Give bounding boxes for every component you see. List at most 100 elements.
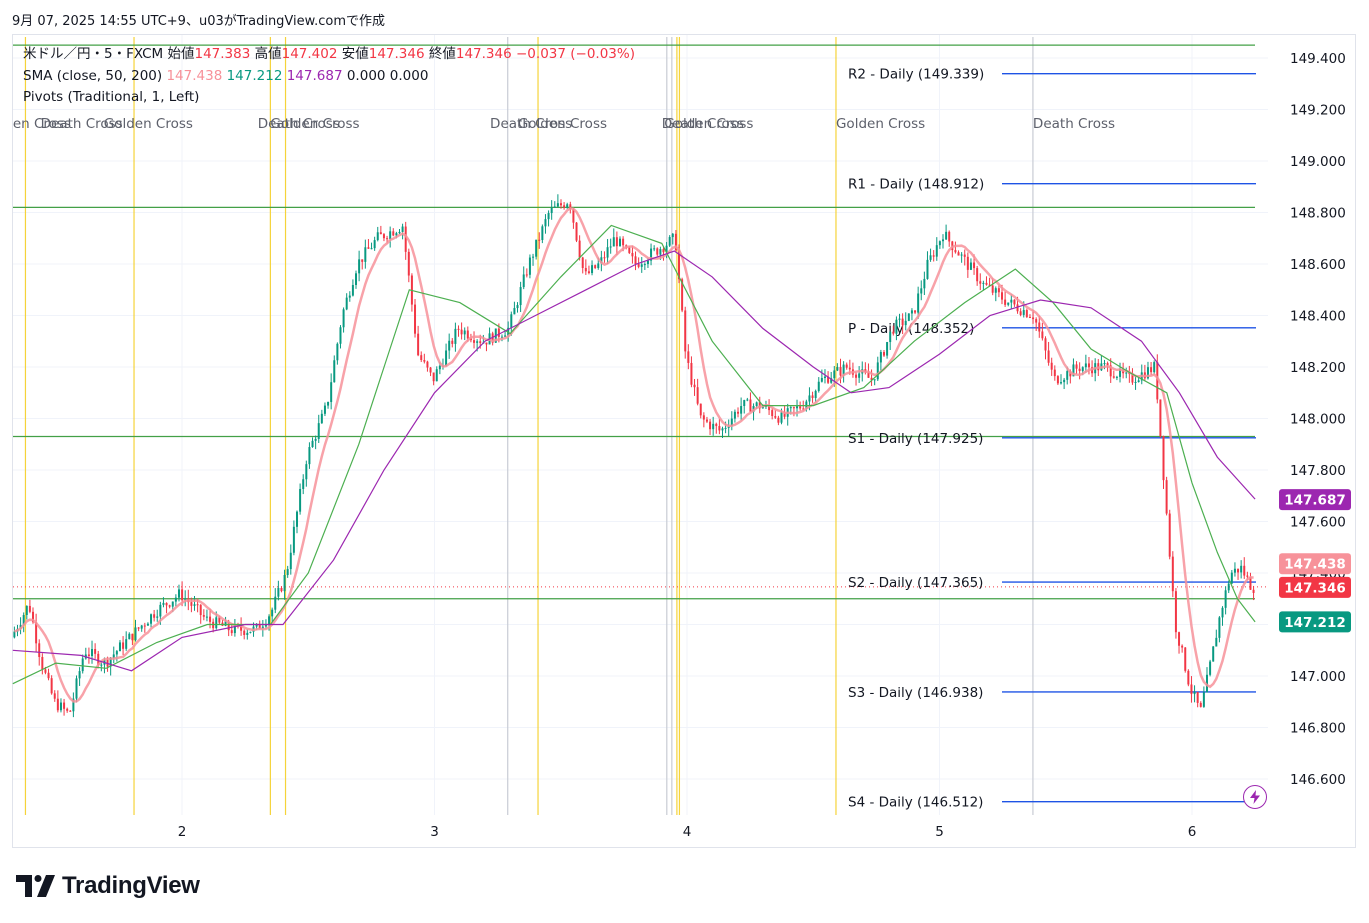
candle-body <box>466 330 469 339</box>
pivot-label: S4 - Daily (146.512) <box>848 795 983 811</box>
candle-body <box>283 575 286 592</box>
horizontal-lines <box>13 44 1268 600</box>
flash-alert-icon[interactable] <box>1243 785 1267 809</box>
candle-body <box>174 597 177 602</box>
candle-body <box>1010 299 1013 303</box>
candle-body <box>1218 617 1221 638</box>
candle-body <box>892 331 895 334</box>
candle-body <box>87 654 90 657</box>
price-tag-label: 147.212 <box>1284 615 1346 631</box>
candle-body <box>317 423 320 439</box>
candle-body <box>1215 637 1218 647</box>
candle-body <box>898 318 901 320</box>
candle-body <box>777 417 780 423</box>
y-tick-label: 148.000 <box>1290 412 1346 428</box>
x-tick-label: 3 <box>430 824 439 840</box>
candle-body <box>544 219 547 227</box>
candle-body <box>618 238 621 247</box>
legend-low-label: 安値 <box>341 46 369 62</box>
candle-body <box>479 341 482 343</box>
candle-body <box>1025 310 1028 317</box>
candle-body <box>156 616 159 618</box>
candle-body <box>243 630 246 635</box>
legend-sma-row[interactable]: SMA (close, 50, 200) 147.438 147.212 147… <box>23 66 635 88</box>
candle-body <box>1178 632 1181 646</box>
candle-body <box>1035 319 1038 323</box>
candle-body <box>976 268 979 282</box>
candle-body <box>153 614 156 618</box>
candle-body <box>774 416 777 418</box>
candle-body <box>1156 362 1159 400</box>
candle-body <box>550 207 553 214</box>
legend-sma-value-2: 147.212 <box>226 67 283 84</box>
candle-body <box>907 313 910 321</box>
candle-body <box>510 314 513 328</box>
candle-body <box>640 264 643 267</box>
candle-body <box>292 526 295 553</box>
candle-body <box>668 237 671 246</box>
candle-body <box>379 232 382 235</box>
candle-body <box>761 406 764 409</box>
candle-body <box>566 204 569 208</box>
price-tag <box>1279 489 1351 511</box>
candle-body <box>1187 670 1190 685</box>
candle-body <box>780 412 783 423</box>
candle-body <box>541 226 544 240</box>
candle-body <box>66 708 69 711</box>
candle-body <box>796 406 799 409</box>
candle-body <box>519 287 522 306</box>
candle-body <box>1165 480 1168 514</box>
candle-body <box>973 262 976 269</box>
candle-body <box>637 263 640 267</box>
candle-body <box>724 427 727 429</box>
legend-pivots-row[interactable]: Pivots (Traditional, 1, Left) <box>23 87 635 109</box>
cross-label: Golden Cross <box>270 116 359 132</box>
sma-slow-line <box>12 250 1256 672</box>
candle-body <box>299 488 302 512</box>
candle-body <box>538 239 541 241</box>
candle-body <box>584 267 587 272</box>
candle-body <box>258 623 261 630</box>
pivot-label: S1 - Daily (147.925) <box>848 431 983 447</box>
candle-body <box>35 622 38 644</box>
candle-body <box>603 257 606 259</box>
candle-body <box>966 256 969 270</box>
candle-body <box>311 440 314 448</box>
price-tags: 147.687 147.438 147.346 147.212 <box>1279 489 1351 633</box>
price-tag <box>1279 576 1351 598</box>
y-tick-label: 148.800 <box>1290 206 1346 222</box>
candle-body <box>932 255 935 257</box>
candle-body <box>895 319 898 334</box>
candle-body <box>476 341 479 343</box>
candle-body <box>224 621 227 626</box>
candle-body <box>634 256 637 264</box>
candle-body <box>143 625 146 627</box>
legend-sma-label: SMA (close, 50, 200) <box>23 67 163 84</box>
candle-body <box>302 479 305 489</box>
candle-body <box>730 418 733 427</box>
legend-open-value: 147.383 <box>194 46 251 62</box>
candle-body <box>1237 568 1240 573</box>
candle-body <box>1078 368 1081 371</box>
lightning-icon <box>1250 790 1260 804</box>
candle-body <box>522 274 525 288</box>
candle-body <box>842 364 845 376</box>
legend-open-label: 始値 <box>167 46 195 62</box>
candle-body <box>53 693 56 699</box>
candle-body <box>696 387 699 404</box>
candle-body <box>1249 576 1252 590</box>
candle-body <box>1246 575 1249 577</box>
tradingview-logo[interactable]: TradingView <box>16 872 200 900</box>
candle-body <box>417 333 420 356</box>
candle-body <box>923 278 926 289</box>
candle-body <box>609 246 612 248</box>
candle-body <box>370 248 373 250</box>
legend-symbol[interactable]: 米ドル／円・5・FXCM <box>23 46 164 62</box>
candle-body <box>351 284 354 296</box>
candle-body <box>830 378 833 383</box>
candle-body <box>1001 292 1004 300</box>
candle-body <box>799 406 802 409</box>
candle-body <box>1159 399 1162 437</box>
candle-body <box>622 238 625 246</box>
